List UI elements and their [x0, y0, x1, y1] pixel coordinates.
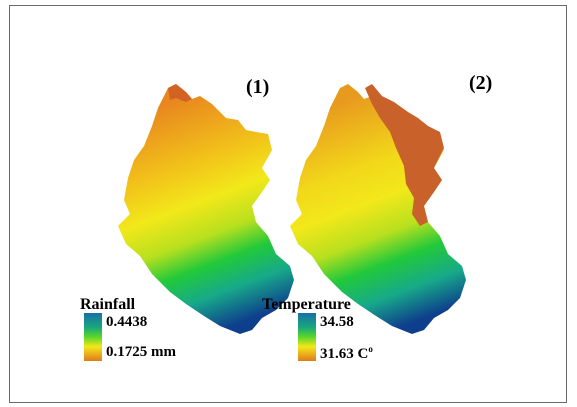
temperature-legend-bar — [298, 313, 316, 361]
map-temperature — [290, 84, 466, 334]
rainfall-legend-low: 0.1725 mm — [106, 344, 176, 360]
panel-label-1: (1) — [246, 76, 270, 98]
temperature-legend-low: 31.63 Co — [320, 344, 373, 363]
rainfall-legend-title: Rainfall — [80, 296, 136, 313]
rainfall-legend-bar — [84, 313, 102, 361]
map-rainfall — [118, 84, 294, 334]
rainfall-legend-high: 0.4438 — [106, 314, 148, 330]
panel-label-2: (2) — [469, 72, 493, 94]
temperature-legend-high: 34.58 — [320, 314, 354, 330]
temperature-legend-title: Temperature — [262, 296, 351, 313]
temperature-legend-low-text: 31.63 C — [320, 346, 369, 362]
degree-superscript: o — [368, 344, 373, 354]
